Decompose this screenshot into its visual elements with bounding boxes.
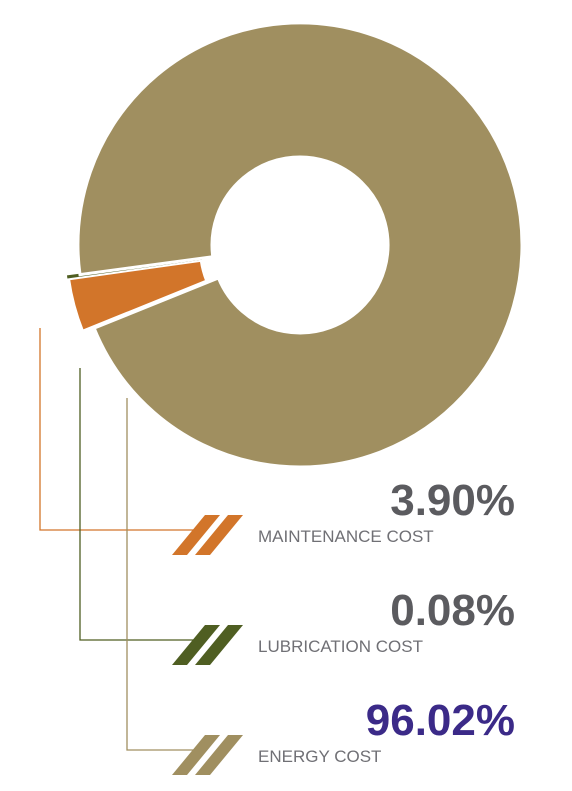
leader-line (39, 328, 205, 531)
stripe-icon (172, 515, 220, 555)
value-label: 0.08% (390, 586, 515, 635)
value-label: 96.02% (366, 696, 515, 745)
category-label: ENERGY COST (258, 747, 381, 766)
stripe-icon (195, 625, 243, 665)
leader-line (126, 398, 205, 751)
stripe-icon (195, 515, 243, 555)
category-label: LUBRICATION COST (258, 637, 423, 656)
stripe-icon (172, 625, 220, 665)
donut-slice (76, 21, 524, 469)
stripe-icon (172, 735, 220, 775)
value-label: 3.90% (390, 476, 515, 525)
donut-slice (66, 258, 209, 334)
stripe-icon (195, 735, 243, 775)
leader-line (79, 368, 205, 641)
category-label: MAINTENANCE COST (258, 527, 434, 546)
